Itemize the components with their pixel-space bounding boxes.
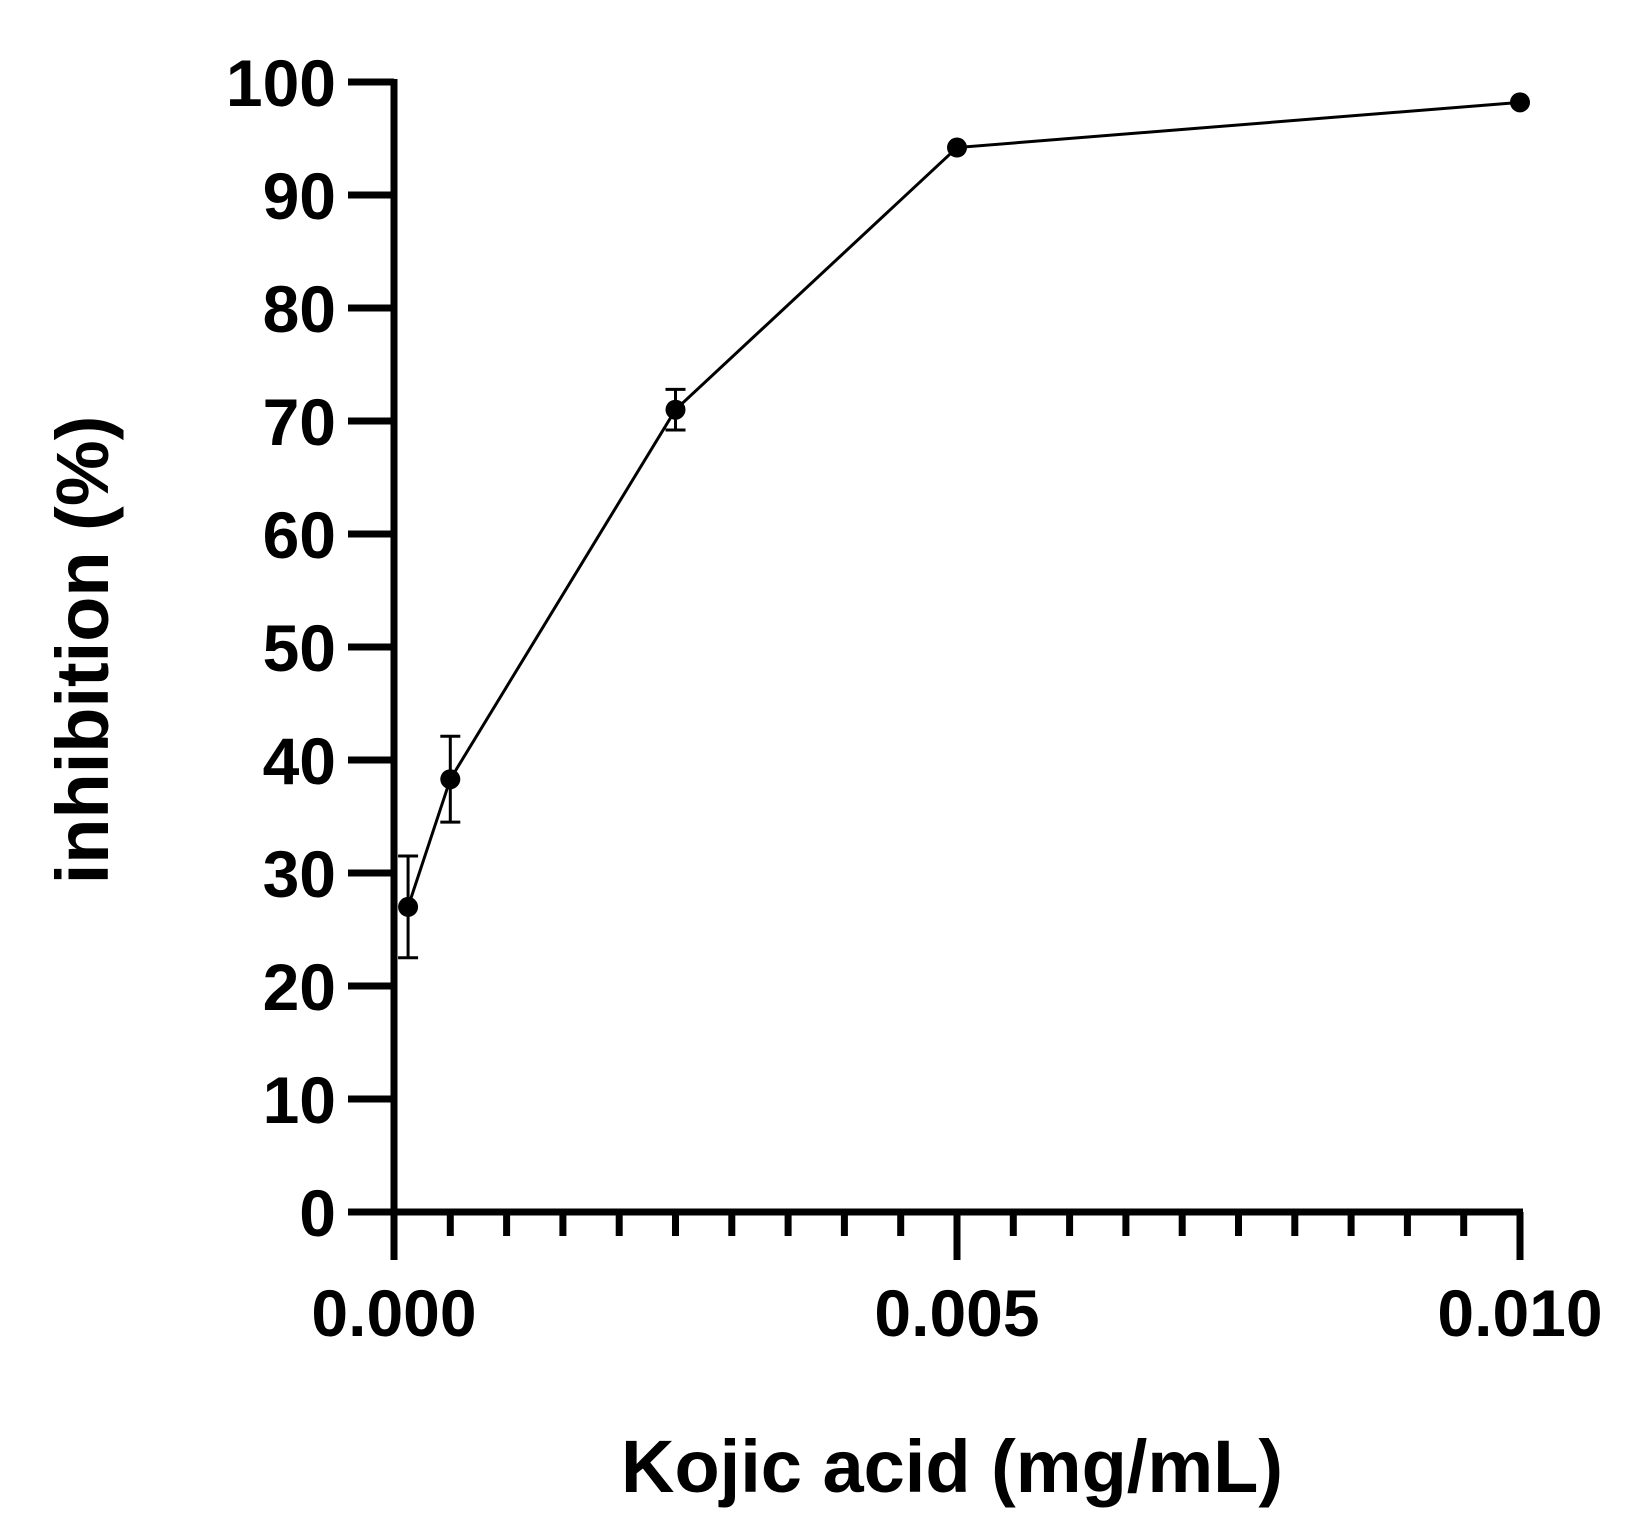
x-tick-label: 0.000 [311,1276,476,1350]
plot-area [398,92,1530,960]
y-tick-label: 80 [263,272,336,346]
x-axis-label: Kojic acid (mg/mL) [621,1425,1283,1508]
data-point [398,896,419,917]
y-tick-label: 0 [299,1176,336,1250]
y-tick-label: 70 [263,385,336,459]
data-point [440,769,461,790]
y-tick-label: 60 [263,498,336,572]
data-point [1510,92,1530,113]
y-tick-label: 20 [263,950,336,1024]
x-tick-label: 0.005 [874,1276,1039,1350]
data-point [665,399,686,420]
x-tick-label: 0.010 [1437,1276,1602,1350]
data-point [947,137,967,158]
series-line [406,100,1521,908]
y-axis-label: inhibition (%) [41,416,124,885]
y-axis: 0 10 20 30 40 50 60 70 80 90 100 [226,46,398,1250]
y-tick-label: 30 [263,837,336,911]
y-tick-label: 50 [263,611,336,685]
y-tick-label: 90 [263,159,336,233]
y-tick-label: 100 [226,46,336,120]
y-tick-label: 10 [263,1063,336,1137]
x-axis: 0.000 0.005 0.010 [311,1208,1603,1350]
y-tick-label: 40 [263,724,336,798]
